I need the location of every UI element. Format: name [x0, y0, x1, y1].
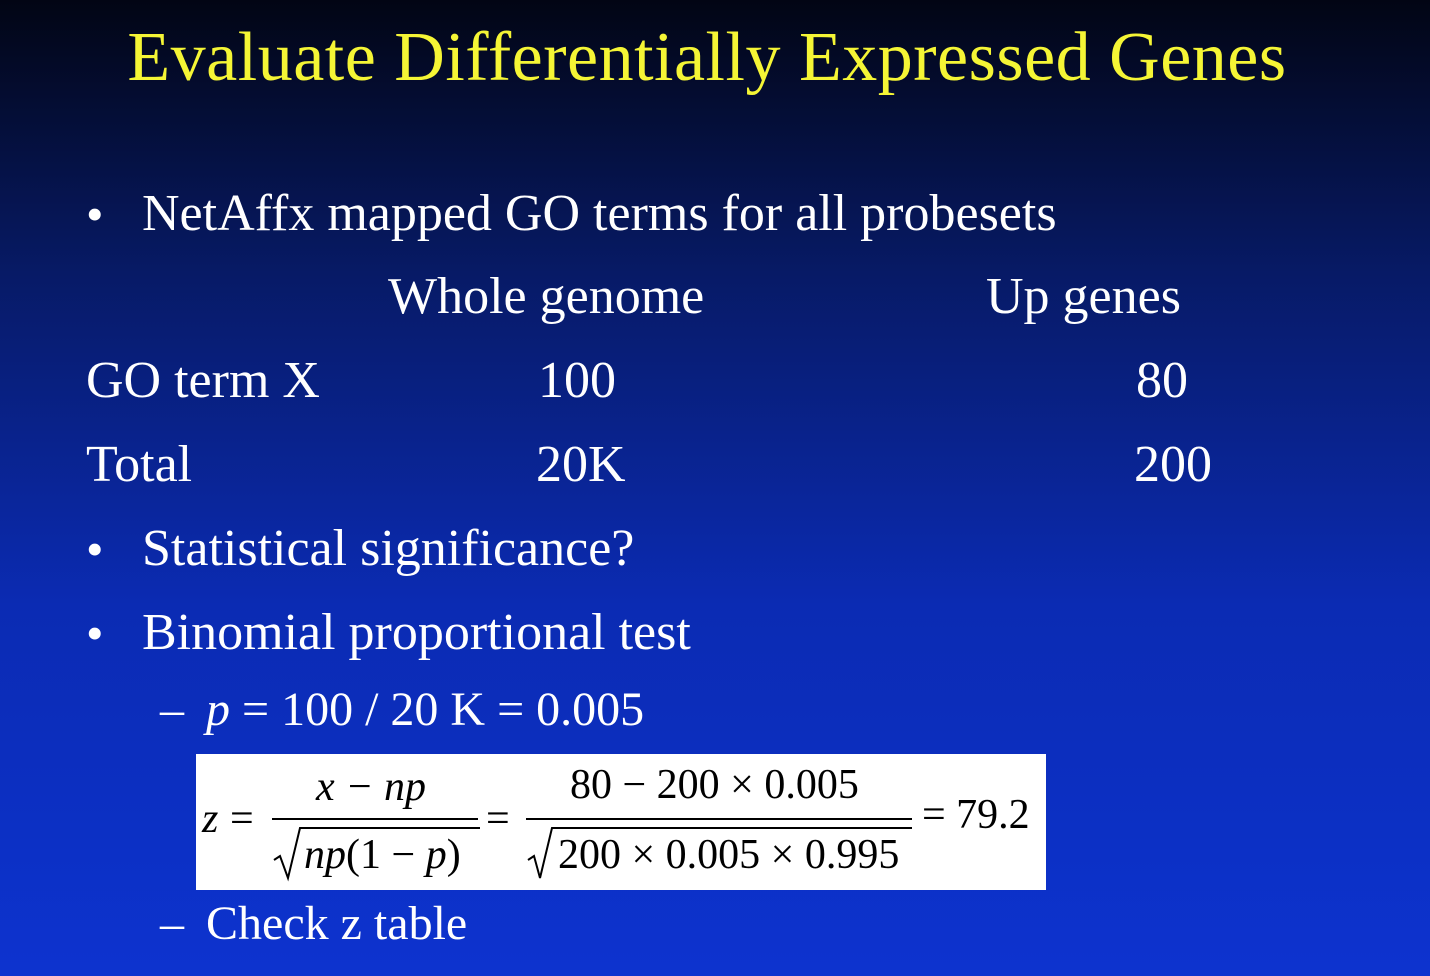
eq-fraction-bar-1	[272, 818, 478, 820]
table-cell-whole-total: 20K	[536, 436, 626, 493]
eq-sqrt-sign-2	[527, 827, 912, 879]
slide-title: Evaluate Differentially Expressed Genes	[127, 19, 1287, 96]
table-cell-whole-go-term: 100	[538, 352, 616, 409]
sub-dash: –	[160, 897, 184, 950]
eq-numerator-symbolic: x − np	[316, 764, 426, 810]
eq-fraction-bar-2	[526, 818, 912, 820]
eq-numerator-numeric: 80 − 200 × 0.005	[570, 762, 859, 808]
bullet-netaffx: NetAffx mapped GO terms for all probeset…	[142, 185, 1057, 242]
eq-den-paren: (1 −	[346, 832, 426, 878]
table-row-label-go-term: GO term X	[86, 352, 320, 409]
eq-lhs-z: z	[202, 796, 219, 842]
eq-den-p: p	[425, 832, 447, 878]
eq-den-close: )	[446, 832, 461, 878]
bullet-binomial-test: Binomial proportional test	[142, 604, 691, 661]
bullet-marker: •	[86, 605, 104, 661]
table-cell-up-go-term: 80	[1136, 352, 1188, 409]
bullet-marker: •	[86, 521, 104, 577]
bullet-statistical-significance: Statistical significance?	[142, 520, 635, 577]
z-score-equation: z = x − np np(1 − p) = 80 − 200 × 0.005 …	[196, 754, 1046, 890]
sub-item-p-definition: p = 100 / 20 K = 0.005	[206, 686, 644, 734]
table-header-whole-genome: Whole genome	[388, 268, 705, 325]
eq-equals-2: =	[486, 796, 510, 842]
sub-item-check-z-table: Check z table	[206, 897, 468, 950]
p-expression: = 100 / 20 K = 0.005	[230, 683, 645, 736]
eq-den-np: np	[304, 832, 346, 878]
bullet-marker: •	[86, 186, 104, 242]
eq-equals-1: =	[230, 796, 254, 842]
table-cell-up-total: 200	[1134, 436, 1212, 493]
sub-dash: –	[160, 683, 184, 736]
eq-result: = 79.2	[922, 792, 1030, 838]
eq-sqrt-sign-1	[273, 827, 480, 882]
eq-denominator-symbolic: np(1 − p)	[304, 834, 461, 876]
table-header-up-genes: Up genes	[986, 268, 1181, 325]
table-row-label-total: Total	[86, 436, 193, 493]
eq-denominator-numeric: 200 × 0.005 × 0.995	[558, 832, 900, 878]
p-variable: p	[206, 683, 230, 736]
